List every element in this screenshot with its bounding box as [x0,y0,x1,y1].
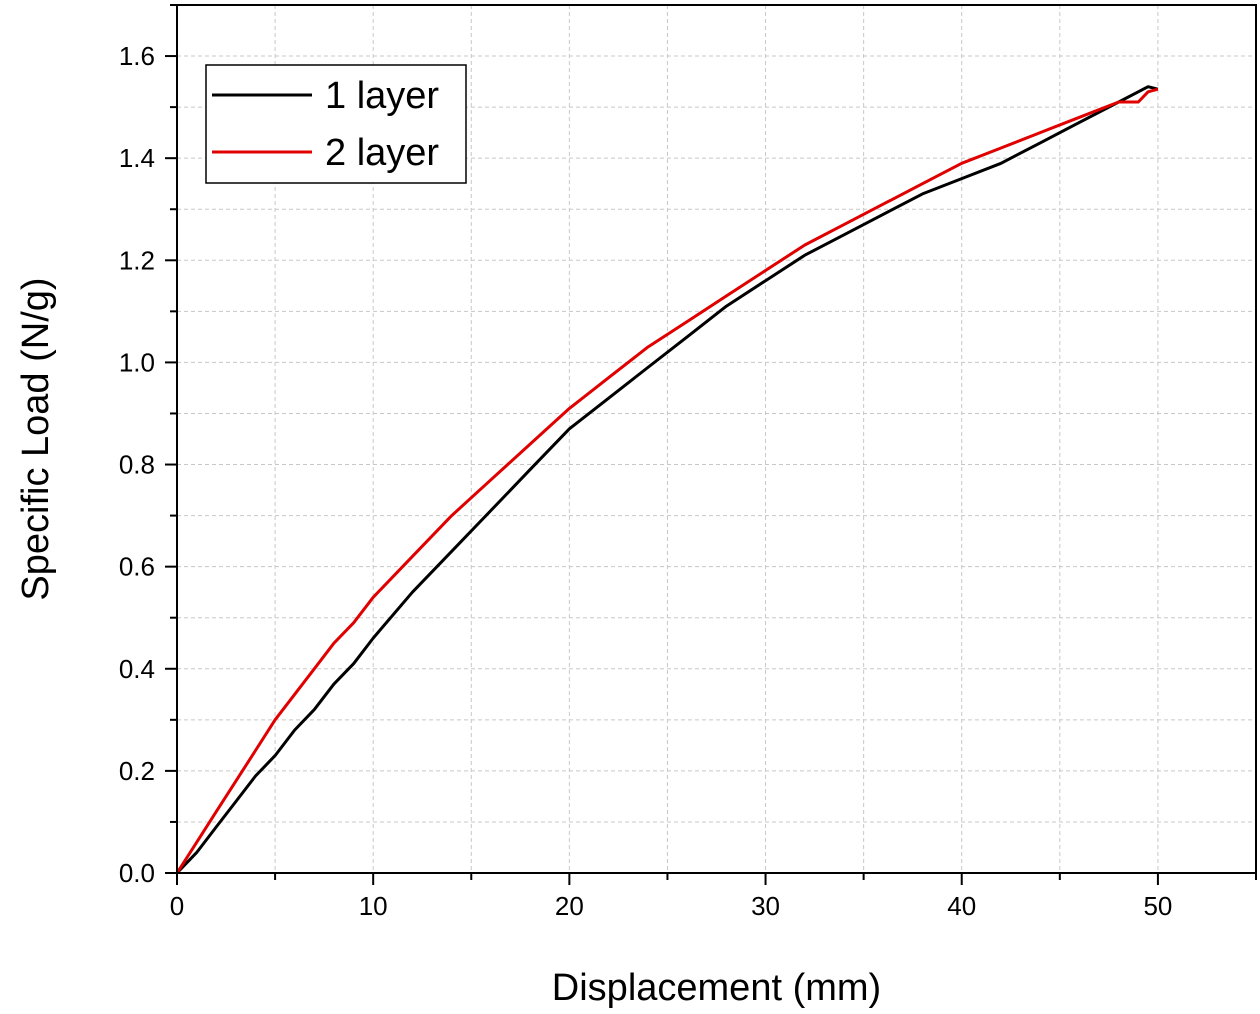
y-tick-label: 1.6 [119,41,155,71]
x-tick-label: 10 [359,891,388,921]
legend-label-2-layer: 2 layer [325,132,439,174]
series-lines [175,85,1159,875]
y-tick-label: 1.4 [119,143,155,173]
plot-frame [176,4,1257,874]
y-axis-title: Specific Load (N/g) [15,277,57,600]
y-tick-label: 0.8 [119,450,155,480]
y-tick-label: 0.4 [119,654,155,684]
legend-box [205,64,467,184]
y-tick-label: 0.0 [119,858,155,888]
x-tick-label: 20 [555,891,584,921]
x-tick-label: 50 [1143,891,1172,921]
x-tick-label: 30 [751,891,780,921]
legend: 1 layer 2 layer [205,64,467,184]
y-tick-label: 0.2 [119,756,155,786]
x-axis-title: Displacement (mm) [552,967,881,1009]
x-tick-label: 40 [947,891,976,921]
y-tick-label: 1.2 [119,245,155,275]
axis-ticks [165,4,1257,885]
y-tick-label: 0.6 [119,552,155,582]
y-tick-label: 1.0 [119,347,155,377]
tick-labels: 0 10 20 30 40 50 0.0 0.2 0.4 0.6 0.8 1.0 1.2 1.4 1.6 [119,41,1173,921]
legend-label-1-layer: 1 layer [325,75,439,117]
series-line-2-layer [175,87,1159,874]
x-tick-label: 0 [170,891,184,921]
series-line-1-layer [175,85,1159,875]
